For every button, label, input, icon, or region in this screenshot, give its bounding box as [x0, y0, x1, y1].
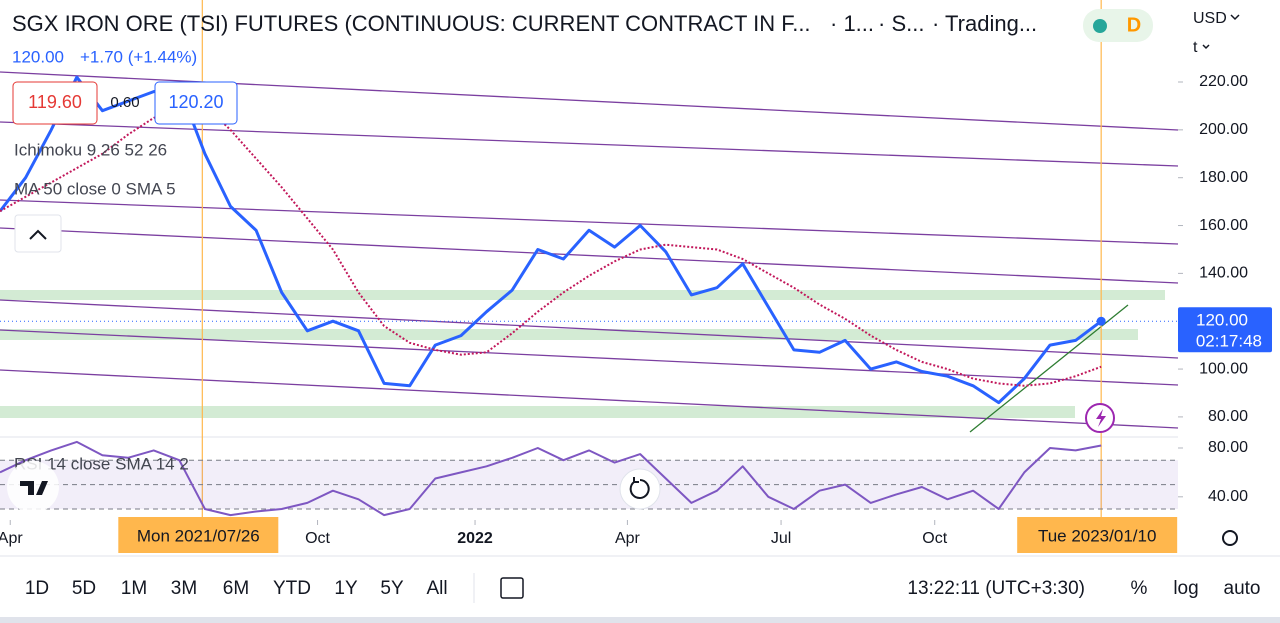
indicator-label: MA 50 close 0 SMA 5: [14, 179, 176, 198]
auto-toggle[interactable]: auto: [1224, 578, 1261, 599]
y-tick-label: 80.00: [1208, 439, 1248, 456]
range-button[interactable]: 5D: [72, 578, 96, 599]
bid-box[interactable]: [12, 81, 98, 125]
percent-toggle[interactable]: %: [1131, 578, 1148, 599]
series-line: [0, 440, 1102, 517]
range-bar: 1D 5D 1M 3M 6M YTD 1Y 5Y All: [25, 578, 448, 599]
y-tick-label: 200.00: [1199, 121, 1248, 138]
x-tick-label: 2022: [457, 530, 493, 547]
symbol-title: SGX IRON ORE (TSI) FUTURES (CONTINUOUS: …: [12, 11, 811, 36]
price-change: +1.70 (+1.44%): [80, 47, 197, 66]
price-tag: [1178, 307, 1272, 353]
zone: [0, 329, 1138, 340]
x-tick-label: Oct: [922, 530, 947, 547]
ask-box[interactable]: [154, 81, 238, 125]
range-button[interactable]: 1M: [121, 578, 147, 599]
caret: [29, 229, 47, 240]
range-button[interactable]: YTD: [273, 578, 311, 599]
series-line: [0, 104, 1102, 387]
log-toggle[interactable]: log: [1173, 578, 1198, 599]
x-tick-label: Apr: [615, 530, 641, 547]
range-button[interactable]: 1D: [25, 578, 49, 599]
status-pill[interactable]: [1083, 9, 1153, 42]
replay-icon: [629, 477, 650, 499]
status-dot: [1093, 19, 1107, 33]
delay-badge: D: [1127, 14, 1141, 36]
settings-icon[interactable]: [1222, 530, 1238, 546]
chevron: [1202, 44, 1210, 50]
y-tick-label: 100.00: [1199, 360, 1248, 377]
zone: [0, 290, 1165, 300]
range-button[interactable]: 1Y: [334, 578, 358, 599]
x-tick-label: Apr: [0, 530, 23, 547]
x-tick-label: Jul: [771, 530, 791, 547]
channel-line: [0, 227, 1179, 284]
alert-icon: [1096, 409, 1106, 427]
collapse-button[interactable]: [14, 214, 62, 253]
indicator-label: RSI 14 close SMA 14 2: [14, 454, 189, 473]
last-price: 120.00: [12, 47, 64, 66]
channel-line: [0, 299, 1179, 359]
x-tick-label: Oct: [305, 530, 330, 547]
zone: [0, 406, 1075, 418]
replay-button[interactable]: [619, 468, 661, 510]
unit[interactable]: t: [1193, 39, 1198, 56]
ask: 120.20: [168, 92, 223, 112]
crosshair-date: Mon 2021/07/26: [137, 526, 260, 545]
channel-line: [0, 199, 1179, 245]
range-button[interactable]: 5Y: [380, 578, 404, 599]
price-tag-value: 120.00: [1196, 311, 1248, 330]
y-tick-label: 180.00: [1199, 169, 1248, 186]
y-tick-label: 220.00: [1199, 73, 1248, 90]
channel-line: [0, 369, 1179, 429]
interval: · 1...: [830, 11, 874, 36]
currency[interactable]: USD: [1193, 10, 1227, 27]
range-button[interactable]: All: [426, 578, 447, 599]
indicator-label: Ichimoku 9 26 52 26: [14, 140, 167, 159]
price-tag-countdown: 02:17:48: [1196, 332, 1262, 351]
exchange: · S...: [878, 11, 924, 36]
crosshair-date-box: [118, 517, 279, 553]
y-tick-label: 160.00: [1199, 217, 1248, 234]
logo-mark: [20, 481, 48, 495]
crosshair-date: Tue 2023/01/10: [1038, 526, 1156, 545]
range-button[interactable]: 3M: [171, 578, 197, 599]
channel-line: [0, 329, 1179, 386]
bid: 119.60: [28, 92, 82, 112]
clock: 13:22:11 (UTC+3:30): [907, 578, 1085, 599]
bottom-edge: [0, 617, 1280, 623]
chevron: [1230, 14, 1240, 21]
y-tick-label: 80.00: [1208, 408, 1248, 425]
plot: 80.00 100.00 120.00 140.00 160.00 180.00 200.0…: [0, 0, 1272, 553]
crosshair-date-box: [1017, 517, 1178, 553]
y-tick-label: 140.00: [1199, 265, 1248, 282]
y-tick-label: 40.00: [1208, 488, 1248, 505]
spread: 0.60: [110, 94, 139, 111]
last-point: [1096, 316, 1106, 326]
drawings: [0, 71, 1179, 438]
range-button[interactable]: 6M: [223, 578, 249, 599]
compare-icon[interactable]: [500, 577, 524, 599]
source: · Trading...: [932, 11, 1037, 36]
